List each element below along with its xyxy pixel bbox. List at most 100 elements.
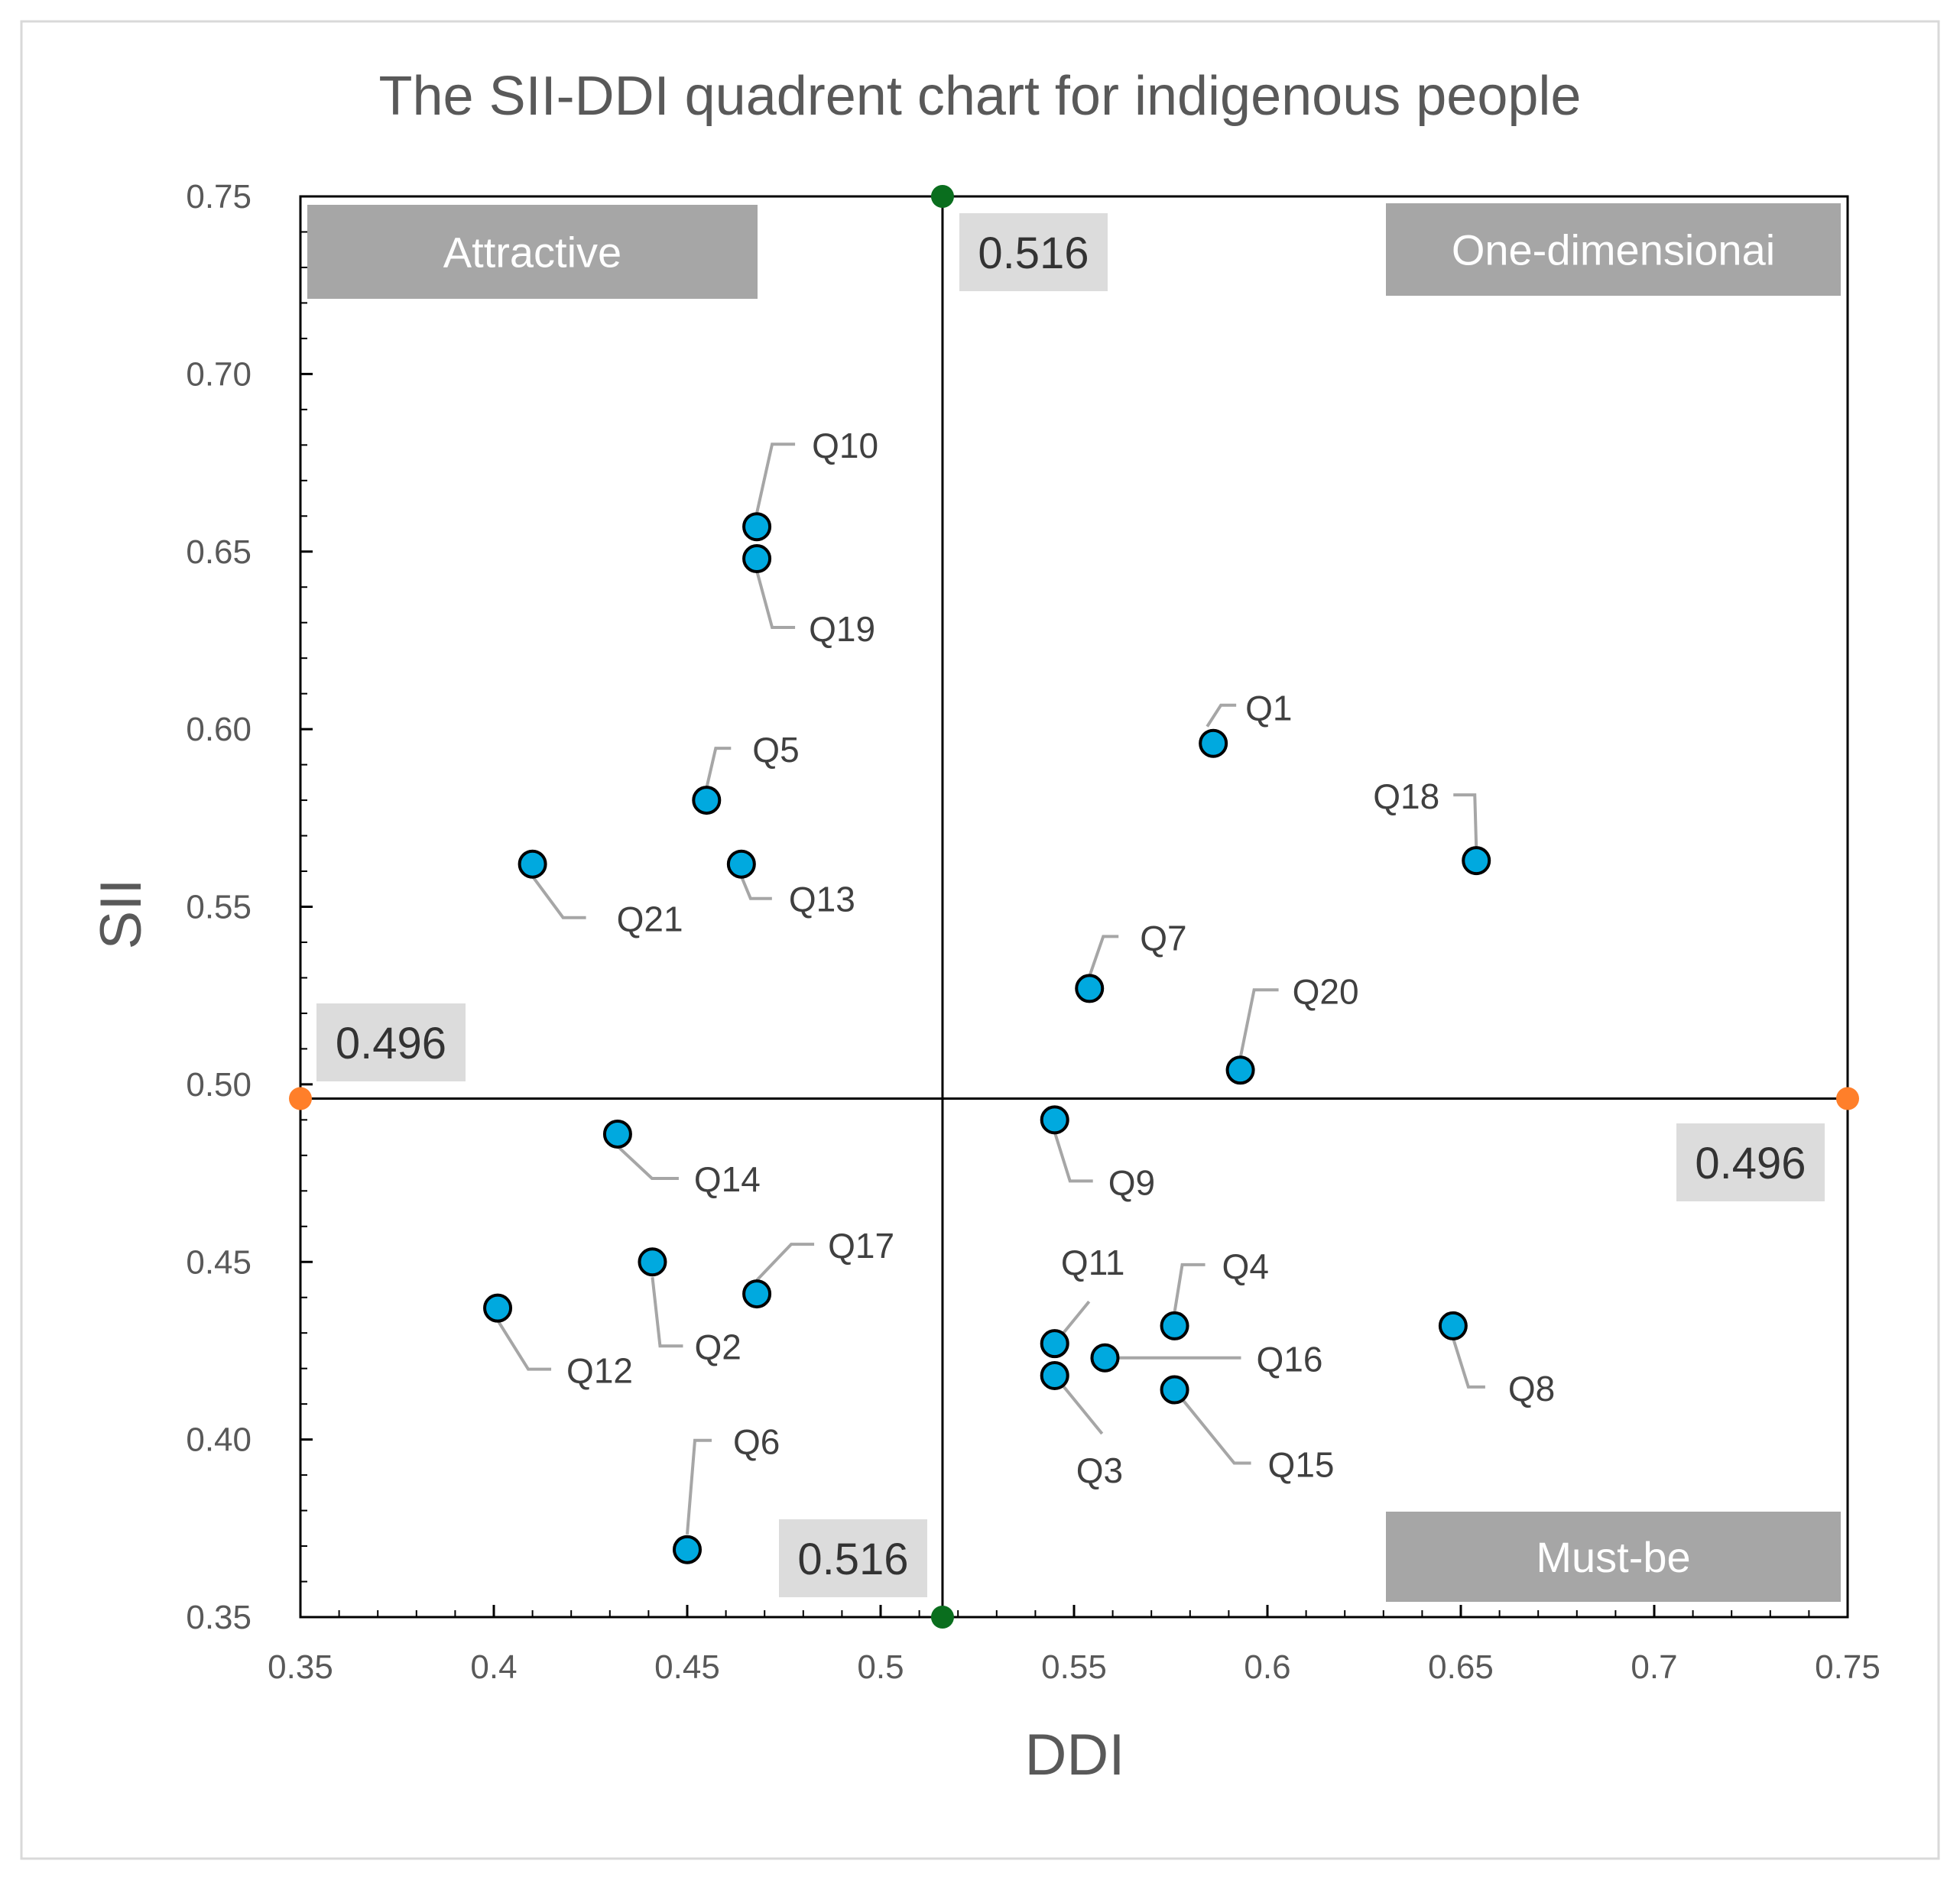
y-tick-label: 0.40 xyxy=(186,1421,251,1459)
sii-threshold-right-box xyxy=(1676,1123,1825,1201)
data-point-q10 xyxy=(742,512,772,542)
sii-threshold-right-text: 0.496 xyxy=(1695,1139,1806,1188)
ddi-threshold-marker-bottom xyxy=(930,1606,954,1629)
data-point-q11 xyxy=(1040,1329,1069,1359)
data-label-q18: Q18 xyxy=(1373,776,1439,816)
leader-line-q10 xyxy=(755,442,796,514)
data-point-q2 xyxy=(638,1247,667,1277)
plot-area: 0.35 0.40 0.45 0.50 0.55 0.60 0.65 0.70 0.75 0.35… xyxy=(186,178,1880,1686)
leader-line-q19 xyxy=(755,570,796,630)
leader-line-q13 xyxy=(739,875,772,900)
x-tick-label: 0.4 xyxy=(470,1648,517,1686)
data-label-q5: Q5 xyxy=(752,730,799,770)
data-point-q18 xyxy=(1462,846,1491,876)
sii-threshold-marker-left xyxy=(289,1087,312,1110)
leader-line-q14 xyxy=(616,1145,679,1180)
data-label-q20: Q20 xyxy=(1293,971,1359,1011)
y-tick-label: 0.60 xyxy=(186,711,251,748)
data-label-q6: Q6 xyxy=(733,1422,780,1462)
quadrant-attractive-text: Attractive xyxy=(443,229,621,277)
x-tick-label: 0.7 xyxy=(1631,1648,1677,1686)
data-point-q13 xyxy=(726,849,756,879)
data-point-q5 xyxy=(692,786,722,815)
quadrant-one-dimensional-text: One-dimensionai xyxy=(1452,226,1775,274)
x-tick-label: 0.35 xyxy=(268,1648,333,1686)
data-point-q16 xyxy=(1090,1343,1120,1373)
data-point-q17 xyxy=(742,1279,772,1309)
leader-line-q20 xyxy=(1238,988,1279,1058)
data-label-q14: Q14 xyxy=(694,1159,761,1199)
data-label-q21: Q21 xyxy=(617,899,683,939)
data-label-q4: Q4 xyxy=(1222,1246,1269,1286)
leader-line-q5 xyxy=(705,747,732,789)
data-point-q9 xyxy=(1040,1105,1069,1135)
ddi-threshold-marker-top xyxy=(930,185,954,208)
quadrant-must-be-text: Must-be xyxy=(1536,1533,1690,1581)
data-point-q1 xyxy=(1199,728,1228,758)
leader-line-q12 xyxy=(496,1319,552,1371)
data-point-q3 xyxy=(1040,1360,1069,1390)
y-tick-label: 0.55 xyxy=(186,889,251,926)
data-label-q7: Q7 xyxy=(1140,918,1186,958)
quadrant-attractive-box xyxy=(307,205,758,299)
data-point-q14 xyxy=(602,1119,632,1149)
x-tick-label: 0.6 xyxy=(1244,1648,1290,1686)
leader-line-q18 xyxy=(1453,793,1478,849)
data-label-q8: Q8 xyxy=(1508,1369,1555,1408)
data-label-q12: Q12 xyxy=(566,1351,633,1391)
sii-threshold-left-text: 0.496 xyxy=(336,1019,446,1068)
x-tick-label: 0.65 xyxy=(1428,1648,1494,1686)
leader-line-q7 xyxy=(1088,935,1119,977)
data-label-q3: Q3 xyxy=(1076,1451,1123,1490)
quadrant-one-dimensional-box xyxy=(1386,203,1841,296)
data-label-q19: Q19 xyxy=(809,609,875,649)
x-tick-label: 0.75 xyxy=(1815,1648,1880,1686)
y-tick-label: 0.75 xyxy=(186,178,251,216)
y-tick-label: 0.35 xyxy=(186,1599,251,1636)
data-point-q19 xyxy=(742,544,772,574)
data-point-q21 xyxy=(518,849,547,879)
ddi-threshold-top-box xyxy=(959,213,1108,291)
chart-title: The SII-DDI quadrent chart for indigenou… xyxy=(379,66,1582,127)
leader-line-q9 xyxy=(1053,1131,1093,1183)
data-label-q13: Q13 xyxy=(789,880,855,919)
quadrant-must-be-box xyxy=(1386,1512,1841,1602)
y-axis-title: SII xyxy=(89,879,154,950)
y-tick-label: 0.50 xyxy=(186,1066,251,1104)
data-point-q20 xyxy=(1225,1055,1255,1085)
data-label-q11: Q11 xyxy=(1061,1243,1125,1282)
data-point-q12 xyxy=(483,1293,513,1323)
x-tick-label: 0.45 xyxy=(654,1648,720,1686)
y-tick-label: 0.45 xyxy=(186,1243,251,1281)
leader-line-q21 xyxy=(531,875,586,919)
sii-threshold-marker-right xyxy=(1836,1087,1859,1110)
y-tick-label: 0.65 xyxy=(186,533,251,571)
sii-threshold-left-box xyxy=(316,1003,466,1081)
x-tick-label: 0.55 xyxy=(1041,1648,1107,1686)
leader-line-q6 xyxy=(686,1438,712,1535)
x-tick-label: 0.5 xyxy=(857,1648,904,1686)
ddi-threshold-top-text: 0.516 xyxy=(978,229,1089,278)
data-point-q4 xyxy=(1160,1311,1189,1340)
leader-line-q17 xyxy=(755,1243,815,1282)
ddi-threshold-bottom-text: 0.516 xyxy=(797,1535,908,1584)
y-tick-label: 0.70 xyxy=(186,355,251,393)
leader-line-q4 xyxy=(1173,1263,1206,1313)
x-axis-title: DDI xyxy=(1025,1723,1125,1788)
leader-line-q15 xyxy=(1173,1389,1251,1465)
leader-line-q2 xyxy=(651,1277,683,1348)
data-label-q2: Q2 xyxy=(694,1327,741,1366)
ddi-threshold-bottom-box xyxy=(779,1519,927,1597)
data-point-q15 xyxy=(1160,1375,1189,1405)
data-point-q7 xyxy=(1075,974,1105,1003)
leader-line-q1 xyxy=(1206,703,1237,728)
data-point-q6 xyxy=(673,1535,702,1564)
data-label-q16: Q16 xyxy=(1256,1340,1322,1379)
data-label-q15: Q15 xyxy=(1268,1445,1335,1485)
data-label-q1: Q1 xyxy=(1245,689,1292,728)
leader-line-q8 xyxy=(1451,1337,1485,1389)
data-label-q9: Q9 xyxy=(1108,1162,1155,1202)
data-point-q8 xyxy=(1438,1311,1468,1340)
data-label-q10: Q10 xyxy=(812,426,878,465)
